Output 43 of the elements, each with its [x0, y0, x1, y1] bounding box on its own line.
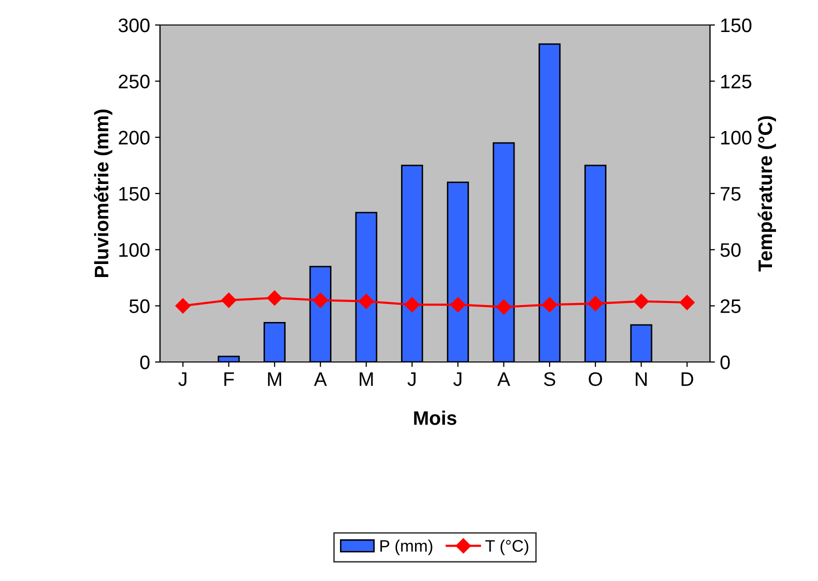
x-tick-label: D [682, 372, 694, 386]
point [680, 294, 695, 310]
y-tick-label: 50 [129, 299, 150, 314]
y2-tick-label: 150 [721, 18, 752, 32]
y-tick-label: 300 [118, 18, 150, 32]
x-tick-label: O [588, 372, 602, 386]
y2-tick-label: 25 [720, 299, 741, 314]
point [542, 297, 558, 312]
y-axis-title: Pluviométrie (mm) [94, 110, 112, 278]
point [588, 296, 603, 312]
y-tick-label: 100 [119, 243, 150, 257]
x-tick-label: F [224, 372, 234, 386]
legend-label: P (mm) [380, 540, 432, 556]
x-tick-label: J [408, 372, 416, 386]
point [358, 294, 374, 309]
point [175, 298, 190, 314]
y2-tick-label: 50 [720, 243, 741, 257]
point [404, 297, 420, 312]
point [450, 297, 466, 312]
y2-axis-title: Température (°C) [758, 116, 776, 272]
x-tick-label: J [453, 372, 462, 386]
point [267, 290, 282, 306]
y-tick-label: 0 [140, 355, 150, 370]
x-tick-label: S [544, 372, 556, 386]
point [312, 292, 328, 308]
x-tick-label: A [314, 372, 327, 386]
y2-tick-label: 75 [720, 187, 741, 201]
x-tick-label: N [636, 372, 647, 386]
x-tick-label: J [178, 372, 186, 386]
point [221, 292, 236, 308]
y2-tick-label: 125 [721, 74, 752, 88]
y2-tick-label: 0 [720, 355, 730, 370]
y2-tick-label: 100 [721, 130, 752, 145]
legend-label: T (°C) [485, 540, 528, 556]
y-tick-label: 200 [118, 130, 150, 145]
x-tick-label: A [497, 372, 510, 386]
y-tick-label: 150 [119, 186, 150, 201]
point [634, 294, 649, 309]
x-axis-title: Mois [414, 410, 456, 425]
point [496, 299, 512, 315]
x-tick-label: M [268, 372, 282, 386]
x-tick-label: M [360, 372, 373, 386]
y-tick-label: 250 [118, 74, 150, 88]
